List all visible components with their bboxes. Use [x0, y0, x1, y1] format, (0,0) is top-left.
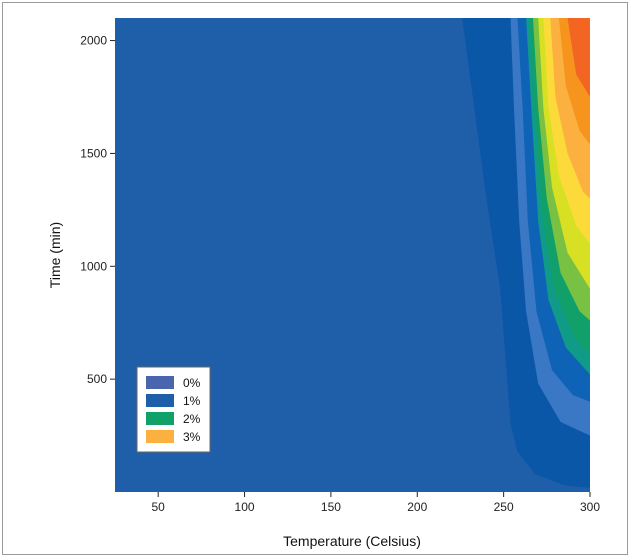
- y-tick-label: 2000: [80, 34, 107, 48]
- legend-swatch: [146, 412, 174, 425]
- contour-band-10: [567, 18, 590, 97]
- y-axis-title: Time (min): [47, 222, 63, 288]
- y-tick-label: 1500: [80, 146, 107, 160]
- x-tick-label: 100: [235, 500, 255, 514]
- y-tick-label: 500: [87, 372, 107, 386]
- legend-label: 1%: [183, 394, 201, 408]
- y-tick-label: 1000: [80, 259, 107, 273]
- legend-swatch: [146, 394, 174, 407]
- x-tick-label: 300: [580, 500, 600, 514]
- x-tick-label: 200: [407, 500, 427, 514]
- x-tick-label: 150: [321, 500, 341, 514]
- legend-label: 3%: [183, 430, 201, 444]
- legend-swatch: [146, 430, 174, 443]
- legend-label: 0%: [183, 376, 201, 390]
- x-axis-title: Temperature (Celsius): [283, 533, 421, 549]
- x-tick-label: 50: [152, 500, 166, 514]
- legend-label: 2%: [183, 412, 201, 426]
- legend: 0% 1% 2% 3%: [136, 366, 211, 453]
- legend-swatch: [146, 376, 174, 389]
- x-tick-label: 250: [494, 500, 514, 514]
